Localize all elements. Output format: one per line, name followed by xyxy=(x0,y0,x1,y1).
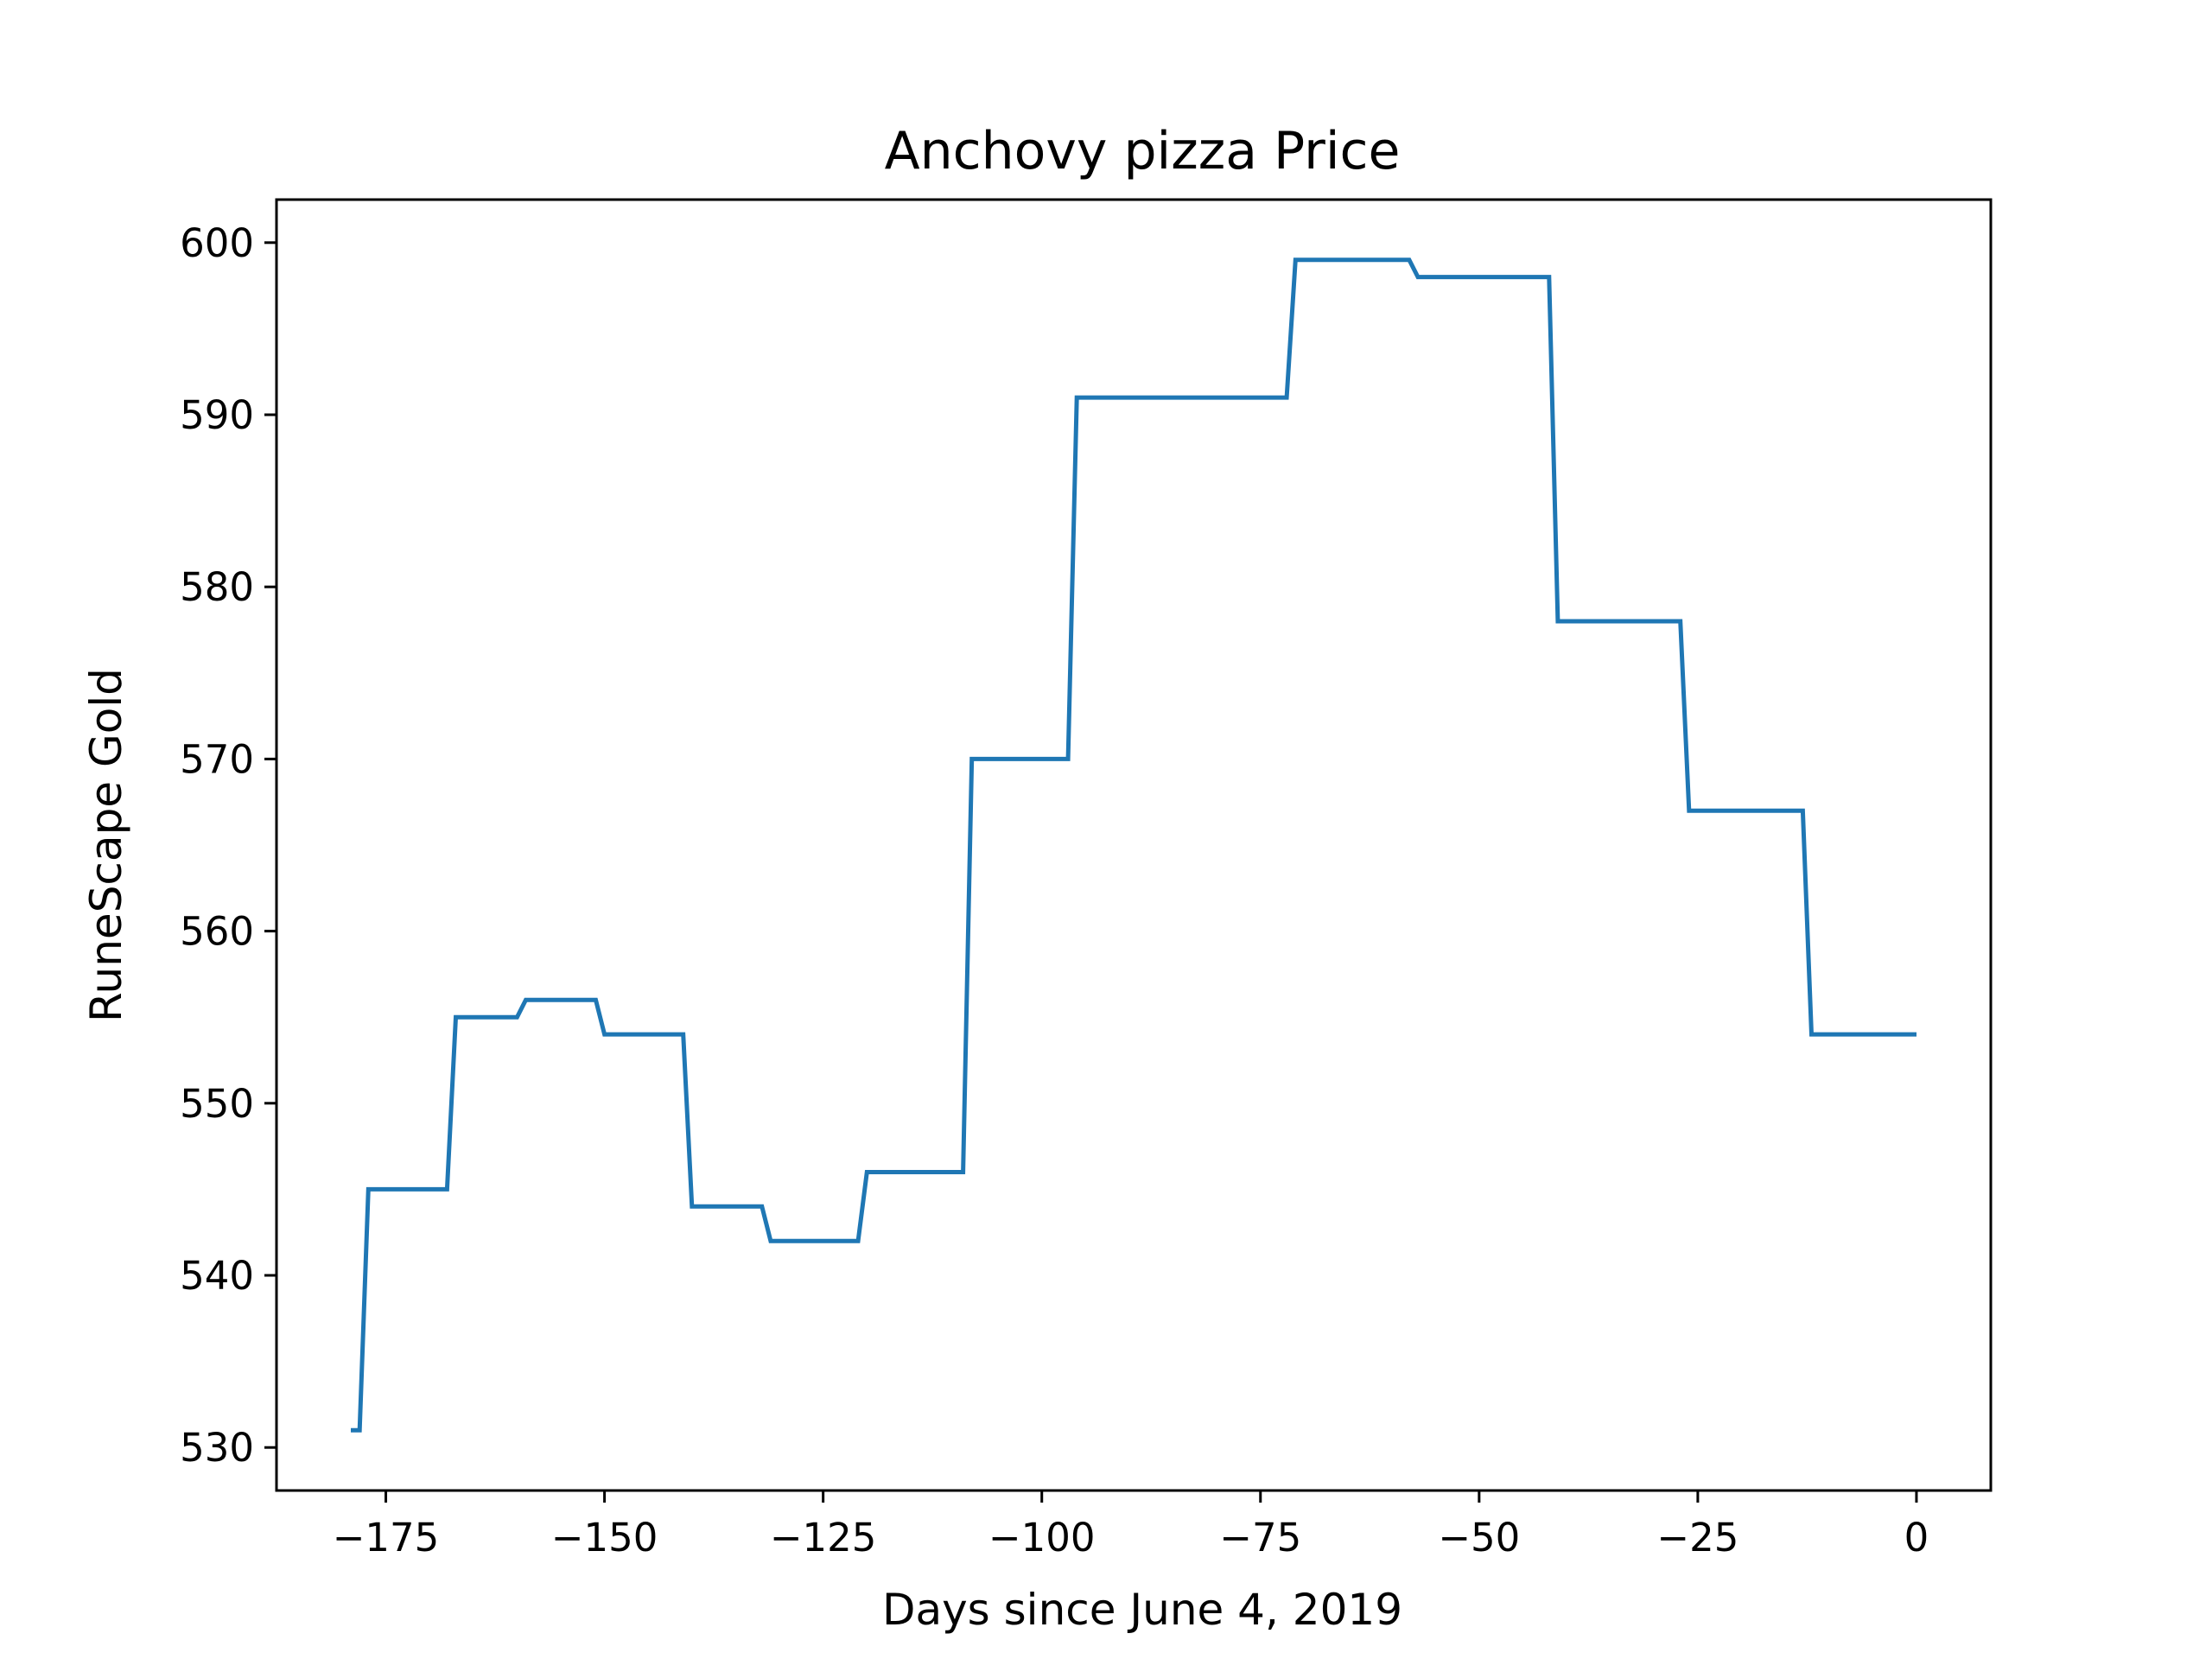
y-tick-label: 560 xyxy=(180,909,254,955)
x-tick-label: −125 xyxy=(770,1515,877,1560)
y-tick-label: 590 xyxy=(180,392,254,438)
x-tick-label: −75 xyxy=(1219,1515,1301,1560)
plot-area xyxy=(275,198,1993,1492)
y-tick-label: 570 xyxy=(180,736,254,782)
x-tick-label: −175 xyxy=(333,1515,440,1560)
y-tick-label: 550 xyxy=(180,1081,254,1127)
y-tick-label: 530 xyxy=(180,1425,254,1471)
y-tick-label: 580 xyxy=(180,564,254,610)
x-tick-label: −50 xyxy=(1438,1515,1520,1560)
x-tick-label: −100 xyxy=(988,1515,1096,1560)
y-tick-label: 540 xyxy=(180,1253,254,1299)
x-axis: −175 −150 −125 −100 −75 −50 −25 0 xyxy=(333,1491,1929,1560)
price-line xyxy=(351,257,1916,1433)
x-tick-label: 0 xyxy=(1904,1515,1929,1560)
x-tick-label: −25 xyxy=(1656,1515,1738,1560)
y-axis: 530 540 550 560 570 580 590 600 xyxy=(180,220,276,1471)
chart-title: Anchovy pizza Price xyxy=(885,121,1401,181)
y-tick-label: 600 xyxy=(180,220,254,266)
x-tick-label: −150 xyxy=(551,1515,658,1560)
y-axis-label: RuneScape Gold xyxy=(81,668,131,1022)
x-axis-label: Days since June 4, 2019 xyxy=(882,1585,1402,1635)
